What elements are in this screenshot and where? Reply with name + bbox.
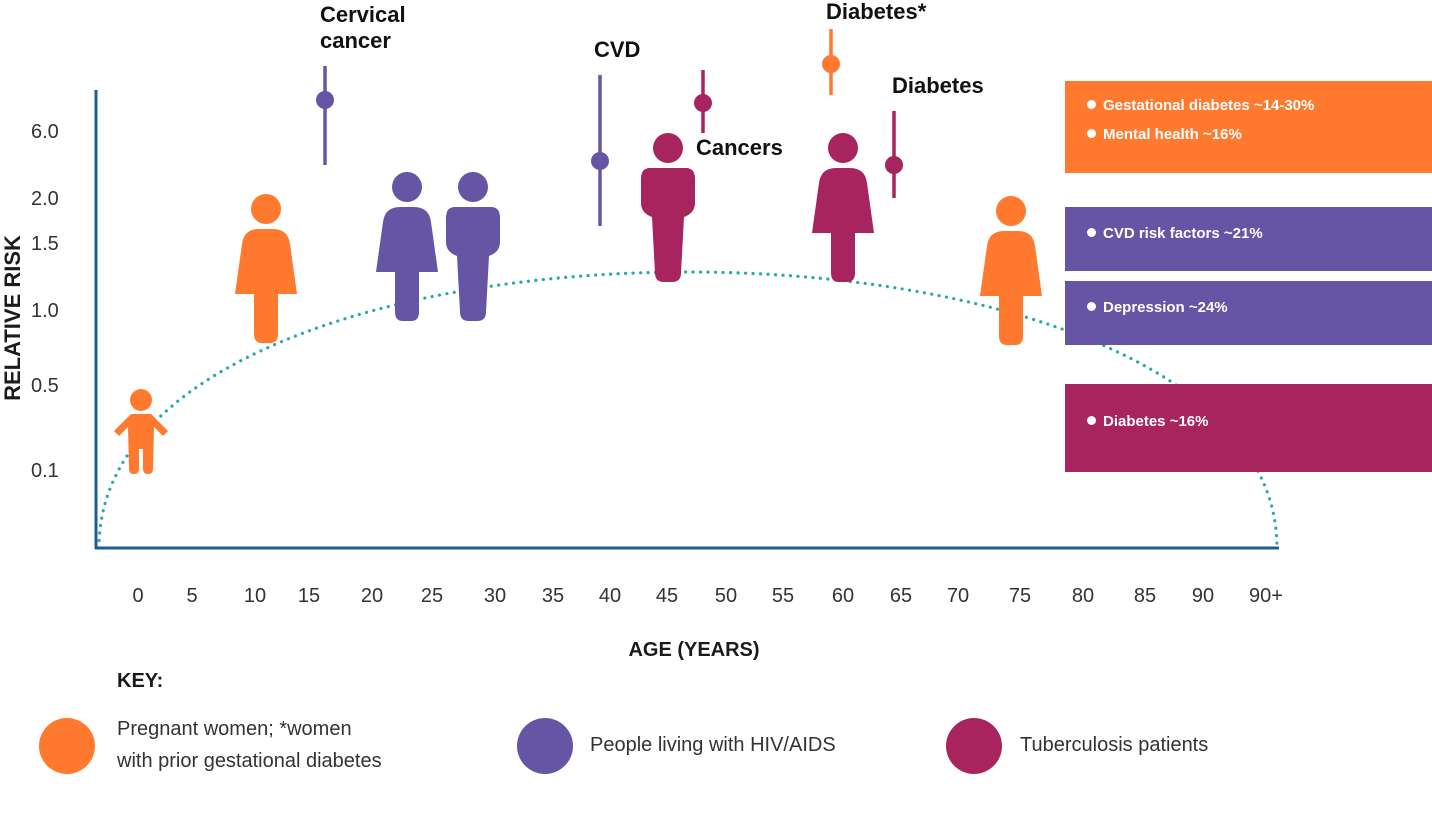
x-tick-label: 0 <box>132 585 143 607</box>
x-tick-label: 45 <box>656 585 678 607</box>
prevalence-box: Gestational diabetes ~14-30% Mental healt… <box>1065 81 1432 173</box>
key-title: KEY: <box>117 670 164 692</box>
x-tick-label: 90+ <box>1249 585 1283 607</box>
x-tick-label: 30 <box>484 585 506 607</box>
bullet-icon <box>1087 100 1096 109</box>
prevalence-item: Mental health ~16% <box>1087 126 1242 143</box>
x-tick-labels: 0 5 10 15 20 25 30 35 40 45 50 55 60 65 70 75 80 85 90 90+ <box>132 585 1283 607</box>
x-tick-label: 50 <box>715 585 737 607</box>
y-tick-label: 1.5 <box>31 233 59 255</box>
x-tick-label: 70 <box>947 585 969 607</box>
key-label: Pregnant women; *women with prior gestat… <box>117 718 382 772</box>
x-tick-label: 90 <box>1192 585 1214 607</box>
prevalence-item-label: Mental health ~16% <box>1103 126 1242 143</box>
prevalence-item-label: Gestational diabetes ~14-30% <box>1103 97 1315 114</box>
x-tick-label: 60 <box>832 585 854 607</box>
risk-marker-label: Diabetes* <box>826 0 927 24</box>
prevalence-item-label: Depression ~24% <box>1103 299 1228 316</box>
prevalence-box: Diabetes ~16% <box>1065 384 1432 472</box>
risk-marker-label: Cervical cancer <box>320 2 406 53</box>
key-swatch-icon <box>39 718 95 774</box>
risk-marker: Diabetes <box>885 73 984 198</box>
x-tick-label: 15 <box>298 585 320 607</box>
key-label: Tuberculosis patients <box>1020 734 1209 756</box>
y-tick-label: 0.1 <box>31 460 59 482</box>
risk-marker-label: CVD <box>594 37 640 62</box>
x-tick-label: 75 <box>1009 585 1031 607</box>
x-tick-label: 25 <box>421 585 443 607</box>
risk-marker: Diabetes* <box>822 0 927 95</box>
prevalence-item: Gestational diabetes ~14-30% <box>1087 97 1314 114</box>
y-tick-label: 0.5 <box>31 375 59 397</box>
figure-man-icon <box>446 172 500 321</box>
risk-marker-dot <box>822 55 840 73</box>
prevalence-item: Diabetes ~16% <box>1087 413 1208 430</box>
bullet-icon <box>1087 416 1096 425</box>
risk-marker-dot <box>316 91 334 109</box>
key-swatch-icon <box>946 718 1002 774</box>
prevalence-item: Depression ~24% <box>1087 299 1228 316</box>
bullet-icon <box>1087 302 1096 311</box>
y-tick-label: 2.0 <box>31 188 59 210</box>
prevalence-box: CVD risk factors ~21% <box>1065 207 1432 271</box>
risk-marker-dot <box>591 152 609 170</box>
y-axis-label: RELATIVE RISK <box>0 235 25 401</box>
x-tick-label: 40 <box>599 585 621 607</box>
risk-marker-label: Cancers <box>696 135 783 160</box>
x-tick-label: 85 <box>1134 585 1156 607</box>
bullet-icon <box>1087 228 1096 237</box>
x-tick-label: 5 <box>186 585 197 607</box>
risk-marker-dot <box>694 94 712 112</box>
prevalence-item-label: Diabetes ~16% <box>1103 413 1209 430</box>
x-tick-label: 35 <box>542 585 564 607</box>
prevalence-item-label: CVD risk factors ~21% <box>1103 225 1263 242</box>
risk-marker: CVD <box>591 37 640 226</box>
axes <box>94 90 1279 550</box>
key-label: People living with HIV/AIDS <box>590 734 836 756</box>
x-tick-label: 65 <box>890 585 912 607</box>
figure-woman-icon <box>376 172 438 321</box>
prevalence-item: CVD risk factors ~21% <box>1087 225 1263 242</box>
risk-marker-dot <box>885 156 903 174</box>
risk-curve <box>97 270 1279 550</box>
prevalence-box: Depression ~24% <box>1065 281 1432 345</box>
figure-woman-icon <box>812 133 874 282</box>
figure-woman-icon <box>980 196 1042 345</box>
risk-marker-label: Diabetes <box>892 73 984 98</box>
figure-woman-icon <box>235 194 297 343</box>
risk-markers: Cervical cancer CVD Cancers Diabetes* Diabete… <box>316 0 984 226</box>
y-tick-label: 6.0 <box>31 121 59 143</box>
population-figures <box>114 133 1042 474</box>
x-tick-label: 20 <box>361 585 383 607</box>
x-axis-label: AGE (YEARS) <box>628 639 759 661</box>
figure-child-icon <box>114 389 168 474</box>
y-tick-labels: 6.0 2.0 1.5 1.0 0.5 0.1 <box>31 121 59 482</box>
y-tick-label: 1.0 <box>31 300 59 322</box>
risk-marker: Cervical cancer <box>316 2 406 165</box>
bullet-icon <box>1087 129 1096 138</box>
figure-man-icon <box>641 133 695 282</box>
key-swatch-icon <box>517 718 573 774</box>
x-tick-label: 80 <box>1072 585 1094 607</box>
x-tick-label: 55 <box>772 585 794 607</box>
risk-marker: Cancers <box>694 70 783 160</box>
risk-curve-layer <box>97 270 1279 550</box>
x-tick-label: 10 <box>244 585 266 607</box>
